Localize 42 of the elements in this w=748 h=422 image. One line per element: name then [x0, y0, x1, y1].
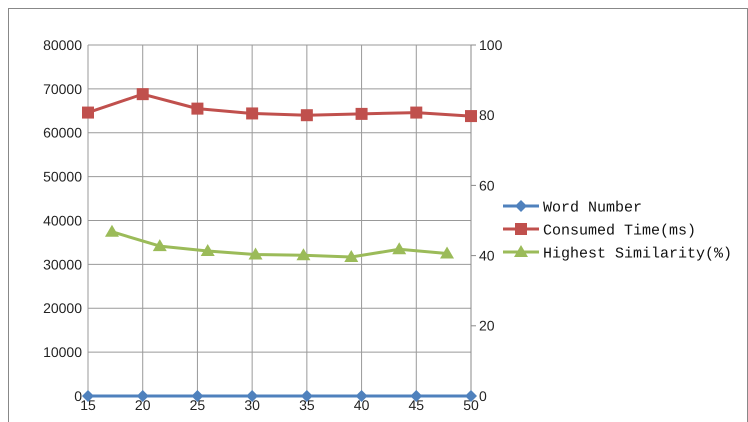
y2-tick-label: 60	[479, 177, 495, 194]
x-tick-label: 15	[80, 397, 96, 413]
point	[104, 224, 119, 237]
x-tick-label: 40	[354, 397, 370, 413]
point	[440, 246, 454, 258]
point	[356, 108, 368, 120]
y-tick-label: 60000	[43, 124, 82, 141]
y-tick-label: 40000	[43, 212, 82, 228]
point	[410, 106, 422, 119]
point	[296, 248, 310, 260]
legend-label: Consumed Time(ms)	[543, 222, 696, 240]
y2-tick-label: 0	[479, 388, 487, 404]
y2-tick-label: 100	[479, 36, 503, 53]
x-tick-label: 20	[134, 397, 151, 413]
point	[246, 107, 258, 120]
y-tick-label: 30000	[43, 256, 82, 272]
x-tick-label: 45	[408, 397, 424, 413]
y-tick-label: 0	[74, 388, 82, 404]
y2-tick-label: 20	[479, 318, 495, 334]
point	[200, 244, 215, 256]
y-tick-label: 70000	[43, 80, 82, 97]
point	[248, 248, 263, 260]
x-tick-label: 25	[190, 397, 206, 413]
x-tick-label: 50	[463, 397, 479, 413]
y2-tick-label: 80	[479, 107, 495, 124]
point	[191, 102, 204, 115]
legend-label: Word Number	[543, 199, 642, 216]
point	[300, 109, 313, 122]
point	[465, 110, 477, 122]
point	[344, 250, 358, 262]
y-tick-label: 80000	[43, 36, 82, 53]
x-tick-label: 30	[244, 397, 260, 413]
legend-label: Highest Similarity(%)	[543, 245, 732, 262]
point	[136, 88, 149, 100]
y-tick-label: 20000	[43, 300, 82, 316]
y-tick-label: 50000	[43, 168, 82, 185]
point	[82, 106, 94, 119]
y-tick-label: 10000	[43, 344, 82, 360]
x-tick-label: 35	[299, 397, 315, 413]
point	[152, 239, 167, 252]
point	[392, 242, 406, 254]
y2-tick-label: 40	[479, 248, 495, 264]
